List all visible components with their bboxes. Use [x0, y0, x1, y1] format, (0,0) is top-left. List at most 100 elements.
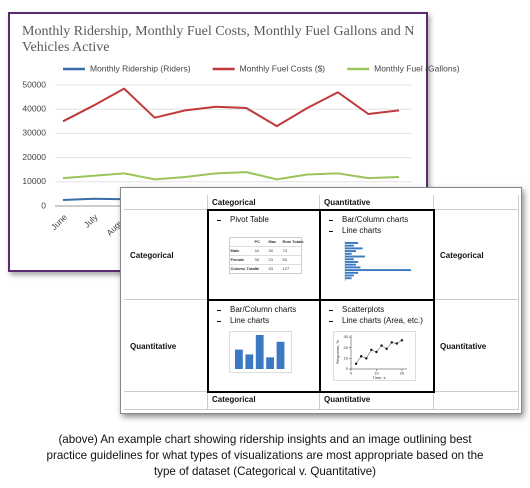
grid-cell: [124, 195, 208, 210]
figure-bar: [229, 331, 292, 373]
bullet-text: Scatterplots: [342, 305, 385, 314]
bar: [245, 354, 254, 369]
guide-cell: Bar/Column charts Line charts: [319, 209, 435, 301]
row-label: Quantitative: [130, 341, 177, 351]
bullet-item: Line charts (Area, etc.): [329, 316, 433, 326]
pivot-value: 127: [283, 266, 290, 271]
bullet-item: Line charts: [217, 316, 319, 326]
bullet-item: Bar/Column charts: [329, 215, 433, 225]
x-tick-label: June: [49, 212, 69, 232]
bullet-text: Line charts: [342, 226, 382, 235]
chart-title: Monthly Ridership, Monthly Fuel Costs, M…: [22, 24, 415, 55]
bar: [345, 269, 411, 272]
bar: [345, 271, 359, 274]
bullet-text: Bar/Column charts: [230, 305, 297, 314]
grid-cell: [320, 392, 434, 410]
legend-label: Monthly Ridership (Riders): [90, 63, 191, 73]
bullet-item: Bar/Column charts: [217, 305, 319, 315]
grid-cell: [434, 300, 519, 392]
pivot-value: Female: [231, 257, 246, 262]
x-tick-label: 0: [350, 371, 353, 376]
figure-scatter: 0 10 20 0 10 20 30 Time, s Response, %: [333, 331, 416, 381]
bullet-item: Scatterplots: [329, 305, 433, 315]
bar: [255, 335, 264, 369]
column-header: Categorical: [212, 198, 256, 207]
pivot-value: 53: [283, 257, 288, 262]
x-axis-label: Time, s: [373, 375, 386, 380]
y-tick-label: 0: [41, 200, 46, 210]
row-label: Categorical: [440, 250, 484, 260]
scatter-line: [355, 340, 403, 364]
scatter-point: [365, 357, 368, 360]
pivot-value: 74: [283, 248, 288, 253]
bar: [345, 252, 352, 255]
bar: [345, 250, 356, 253]
column-footer: Quantitative: [324, 395, 371, 404]
bullet-text: Bar/Column charts: [342, 215, 409, 224]
y-tick-label: 30000: [22, 128, 46, 138]
y-tick-label: 50000: [22, 79, 46, 89]
x-tick-label: 20: [400, 371, 405, 376]
scatter-point: [400, 339, 404, 342]
y-tick-label: 20: [344, 345, 349, 350]
y-tick-label: 40000: [22, 103, 46, 113]
pivot-value: 30: [269, 248, 274, 253]
scatter-point: [385, 347, 388, 351]
bullet-item: Pivot Table: [217, 215, 319, 225]
series-line: [62, 171, 400, 181]
bar: [345, 274, 354, 277]
pivot-value: 30: [255, 257, 260, 262]
scatter-point: [380, 344, 383, 347]
series-line: [62, 87, 400, 128]
bar: [276, 341, 285, 369]
y-tick-label: 0: [346, 366, 349, 371]
bar: [345, 258, 354, 261]
column-header: Quantitative: [324, 198, 371, 207]
scatter-point: [395, 342, 399, 345]
caption: (above) An example chart showing ridersh…: [46, 433, 484, 478]
grid-cell: [434, 210, 519, 300]
pivot-value: 74: [255, 266, 260, 271]
y-tick-label: 10000: [22, 176, 46, 186]
bullet-dash: [329, 219, 333, 221]
grid-cell: [434, 195, 519, 210]
bullet-dash: [217, 320, 221, 322]
bar: [345, 255, 365, 258]
column-footer: Categorical: [212, 395, 256, 404]
bullet-dash: [329, 320, 333, 322]
bar: [266, 357, 274, 369]
bullet-dash: [217, 219, 221, 221]
bar: [345, 261, 359, 263]
scatter-point: [390, 341, 393, 344]
y-axis-label: Response, %: [335, 340, 340, 364]
legend-label: Monthly Fuel Costs ($): [240, 63, 326, 73]
scatter-point: [370, 348, 373, 352]
figure-pivot: PC Mac Row Totals Male 44 30 74 Female 30 23 53 Col…: [229, 237, 304, 274]
bar: [345, 277, 352, 280]
guide-table: Categorical Quantitative Categorical Quanti…: [120, 187, 522, 414]
pivot-value: Column Totals: [231, 266, 259, 271]
bullet-dash: [329, 309, 333, 311]
bar: [345, 266, 361, 269]
grid-cell: [208, 392, 320, 410]
row-label: Categorical: [130, 250, 174, 260]
y-tick-label: 30: [344, 334, 349, 339]
x-tick-label: July: [82, 211, 100, 229]
pivot-header: Mac: [269, 239, 278, 244]
bar: [235, 349, 243, 369]
bullet-text: Line charts (Area, etc.): [342, 316, 423, 325]
pivot-header: PC: [255, 239, 261, 244]
bar: [345, 247, 363, 250]
bullet-item: Line charts: [329, 226, 433, 236]
bar: [345, 244, 354, 247]
y-tick-label: 20000: [22, 152, 46, 162]
pivot-value: 53: [269, 266, 274, 271]
bullet-text: Line charts: [230, 316, 270, 325]
grid-cell: [124, 392, 208, 410]
scatter-point: [375, 350, 378, 354]
y-tick-label: 10: [344, 355, 349, 360]
pivot-value: Male: [231, 248, 241, 253]
bullet-dash: [217, 309, 221, 311]
grid-cell: [434, 392, 519, 410]
